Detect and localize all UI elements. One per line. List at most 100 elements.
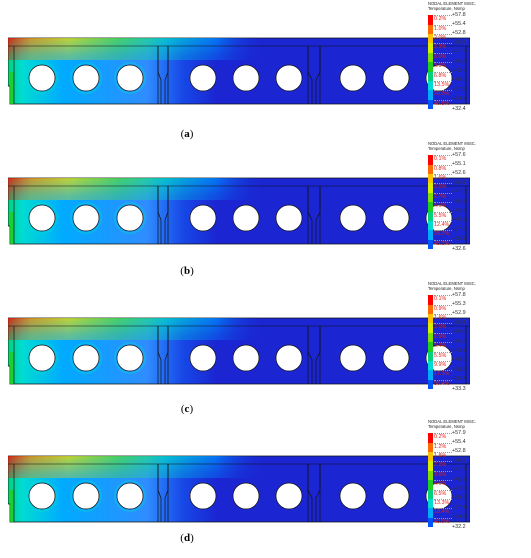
core-halo [70, 62, 102, 94]
caption-letter: d [183, 532, 191, 544]
legend-swatch [428, 508, 433, 518]
hollow-core [232, 64, 260, 92]
legend-tick: +34.9 [452, 96, 466, 103]
legend-tick: +43.1 [452, 348, 466, 355]
legend-swatch [428, 183, 433, 193]
legend-swatch [428, 351, 433, 361]
legend-tick: +47.6 [452, 189, 466, 196]
legend-percent: 4.1% [434, 203, 447, 210]
legend-scale: 0.1% 0.8% 1.6% 2.0% 2.7% 4.1% 5.5% 12.4% 25.7% 45… [428, 152, 531, 252]
legend-swatch [428, 342, 433, 352]
legend-swatch [428, 461, 433, 471]
legend-divider [434, 71, 452, 73]
hollow-core [116, 344, 144, 372]
legend-swatch [428, 173, 433, 184]
legend-tick: +40.0 [452, 77, 466, 84]
legend-tick: +50.4 [452, 319, 466, 326]
legend-tick: +55.4 [452, 439, 466, 446]
legend-divider [434, 508, 452, 510]
legend-divider [434, 451, 452, 453]
legend-swatch [428, 442, 433, 452]
legend-divider [434, 43, 452, 45]
legend-tick: +45.1 [452, 198, 466, 205]
legend-tick: +52.8 [452, 448, 466, 455]
legend-title-line2: Temperature, Nsmp [428, 5, 465, 11]
hollow-core [382, 64, 410, 92]
legend-divider [434, 173, 452, 175]
legend-percent: 49.0% [434, 518, 450, 525]
panel-d: (d) NODAL ELEMENT MISC. Temperature, Nsmp 0… [0, 418, 531, 558]
hollow-core [72, 482, 100, 510]
temperature-legend: NODAL ELEMENT MISC. Temperature, Nsmp 0.1%… [428, 141, 531, 252]
hollow-core [72, 204, 100, 232]
legend-divider [434, 489, 452, 491]
legend-swatch [428, 90, 433, 100]
legend-tick: +40.6 [452, 357, 466, 364]
legend-divider [434, 480, 452, 482]
legend-percent: 9.9% [434, 361, 447, 368]
legend-divider [434, 230, 452, 232]
legend-tick: +45.2 [452, 58, 466, 65]
legend-tick: +52.8 [452, 30, 466, 37]
legend-percent: 1.8% [434, 452, 447, 459]
legend-tick: +57.8 [452, 11, 466, 18]
panel-a: (a) NODAL ELEMENT MISC. Temperature, Nsmp 0… [0, 0, 531, 140]
edge-band [10, 72, 14, 104]
legend-divider [434, 433, 452, 435]
legend-divider [434, 52, 452, 54]
hollow-core [339, 482, 367, 510]
legend-swatch [428, 470, 433, 481]
core-halo [114, 342, 146, 374]
hollow-core [28, 344, 56, 372]
edge-band [10, 212, 14, 244]
legend-percent: 1.0% [434, 25, 447, 32]
hollow-core [189, 64, 217, 92]
shear-key-joint [307, 46, 321, 104]
topping-heat-band [8, 318, 470, 340]
legend-swatch [428, 230, 433, 240]
shear-key-joint [157, 464, 169, 522]
legend-percent: 6.5% [434, 490, 447, 497]
core-halo [26, 342, 58, 374]
hollow-core [189, 482, 217, 510]
panel-caption: (b) [180, 265, 194, 277]
legend-percent: 0.1% [434, 296, 447, 303]
legend-swatch [428, 43, 433, 53]
hollow-core [275, 204, 303, 232]
core-halo [114, 480, 146, 512]
legend-divider [434, 24, 452, 26]
legend-tick: +52.9 [452, 310, 466, 317]
legend-swatch [428, 155, 433, 165]
core-halo [70, 202, 102, 234]
legend-percent: 3.4% [434, 343, 447, 350]
core-halo [70, 342, 102, 374]
legend-tick: +32.2 [452, 523, 466, 530]
shear-key-joint [157, 326, 169, 384]
legend-swatch [428, 433, 433, 443]
legend-divider [434, 202, 452, 204]
legend-title-line1: NODAL ELEMENT MISC. [428, 1, 476, 6]
legend-swatch [428, 295, 433, 305]
core-halo [70, 480, 102, 512]
legend-percent: 0.8% [434, 165, 447, 172]
hollow-core [339, 344, 367, 372]
legend-tick: +55.3 [452, 301, 466, 308]
topping-heat-band [8, 38, 470, 60]
legend-title-line2: Temperature, Nsmp [428, 145, 465, 151]
legend-percent: 5.5% [434, 352, 447, 359]
legend-divider [434, 239, 452, 241]
legend-percent: 0.2% [434, 16, 447, 23]
legend-divider [434, 342, 452, 344]
core-halo [114, 62, 146, 94]
legend-divider [434, 442, 452, 444]
temperature-legend: NODAL ELEMENT MISC. Temperature, Nsmp 0.2%… [428, 419, 531, 530]
hollow-core [339, 204, 367, 232]
legend-tick: +42.5 [452, 486, 466, 493]
legend-divider [434, 220, 452, 222]
legend-tick: +47.7 [452, 467, 466, 474]
legend-tick: +52.6 [452, 170, 466, 177]
legend-tick: +37.5 [452, 86, 466, 93]
legend-percent: 56.4% [434, 380, 450, 387]
legend-swatch [428, 498, 433, 509]
legend-divider [434, 470, 452, 472]
